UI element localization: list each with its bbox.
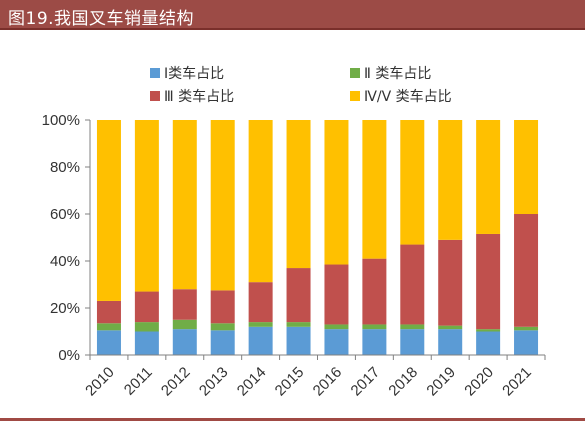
bar-2016-series-4	[324, 120, 349, 265]
bar-2011-series-4	[134, 120, 159, 292]
bar-2019-series-2	[438, 325, 463, 330]
bar-2021-series-3	[514, 214, 539, 327]
bar-2010-series-3	[96, 300, 121, 324]
bar-2011-series-3	[134, 291, 159, 323]
bar-2011-series-1	[134, 331, 159, 355]
bar-2016-series-1	[324, 329, 349, 355]
bar-2016-series-2	[324, 324, 349, 330]
x-tick-label-2016: 2016	[310, 364, 346, 400]
bar-2020-series-4	[476, 120, 501, 234]
bar-2019-series-3	[438, 239, 463, 326]
legend-label-1: I类车占比	[164, 65, 224, 82]
bar-2014-series-2	[248, 322, 273, 327]
figure-header: 图19.我国叉车销量结构	[0, 0, 585, 30]
bar-2015-series-1	[286, 326, 311, 355]
bar-2011-series-2	[134, 322, 159, 332]
bar-2017-series-3	[362, 258, 387, 325]
bar-2020-series-1	[476, 331, 501, 355]
bar-2020-series-3	[476, 233, 501, 330]
legend-label-2: Ⅱ 类车占比	[364, 65, 431, 82]
x-tick-label-2018: 2018	[385, 364, 421, 400]
x-tick-label-2017: 2017	[348, 364, 384, 400]
bar-2018-series-4	[400, 120, 425, 245]
bar-2015-series-3	[286, 268, 311, 323]
x-tick-label-2011: 2011	[121, 364, 156, 399]
bar-2017-series-2	[362, 324, 387, 330]
y-tick-label-4: 80%	[50, 159, 80, 176]
bar-2021-series-1	[514, 330, 539, 355]
figure-title: 图19.我国叉车销量结构	[8, 9, 195, 29]
legend-label-4: Ⅳ/Ⅴ 类车占比	[364, 88, 452, 105]
bar-2013-series-2	[210, 323, 235, 331]
bar-2012-series-2	[172, 319, 197, 330]
bar-2020-series-2	[476, 329, 501, 332]
bar-2013-series-1	[210, 330, 235, 355]
header-rule	[0, 28, 585, 30]
bar-2012-series-4	[172, 120, 197, 290]
bar-2010-series-4	[96, 120, 121, 301]
x-tick-label-2015: 2015	[272, 364, 308, 400]
bar-2014-series-1	[248, 326, 273, 355]
legend-swatch-4	[350, 91, 360, 101]
bar-2021-series-4	[514, 120, 539, 214]
bar-2019-series-4	[438, 120, 463, 240]
bar-2015-series-4	[286, 120, 311, 269]
x-tick-label-2020: 2020	[461, 364, 497, 400]
bar-2019-series-1	[438, 329, 463, 355]
x-tick-label-2019: 2019	[423, 364, 459, 400]
bottom-rule	[0, 418, 585, 421]
x-tick-label-2014: 2014	[234, 364, 270, 400]
bar-2014-series-4	[248, 120, 273, 283]
y-tick-label-0: 0%	[58, 347, 80, 364]
y-tick-label-2: 40%	[50, 253, 80, 270]
bar-2015-series-2	[286, 322, 311, 327]
y-tick-label-5: 100%	[42, 112, 80, 129]
legend-swatch-3	[150, 91, 160, 101]
x-tick-label-2010: 2010	[82, 364, 118, 400]
bar-2013-series-3	[210, 290, 235, 324]
bar-2013-series-4	[210, 120, 235, 291]
x-tick-label-2013: 2013	[196, 364, 232, 400]
stacked-bar-chart: I类车占比 Ⅱ 类车占比 Ⅲ 类车占比 Ⅳ/Ⅴ 类车占比 0% 20% 40% 60% 80% 1…	[42, 65, 546, 400]
bar-2014-series-3	[248, 282, 273, 323]
y-tick-label-3: 60%	[50, 206, 80, 223]
bar-2010-series-2	[96, 323, 121, 331]
legend-label-3: Ⅲ 类车占比	[164, 88, 234, 105]
bar-2017-series-1	[362, 329, 387, 355]
bar-2012-series-1	[172, 329, 197, 355]
x-tick-label-2021: 2021	[499, 364, 535, 400]
legend-swatch-2	[350, 68, 360, 78]
bar-2012-series-3	[172, 289, 197, 320]
bar-2016-series-3	[324, 264, 349, 325]
bar-2021-series-2	[514, 326, 539, 331]
legend-swatch-1	[150, 68, 160, 78]
bar-2018-series-3	[400, 244, 425, 325]
bar-2017-series-4	[362, 120, 387, 259]
bar-2018-series-1	[400, 329, 425, 355]
bar-2010-series-1	[96, 330, 121, 355]
bar-2018-series-2	[400, 324, 425, 330]
y-tick-label-1: 20%	[50, 300, 80, 317]
x-tick-label-2012: 2012	[158, 364, 194, 400]
